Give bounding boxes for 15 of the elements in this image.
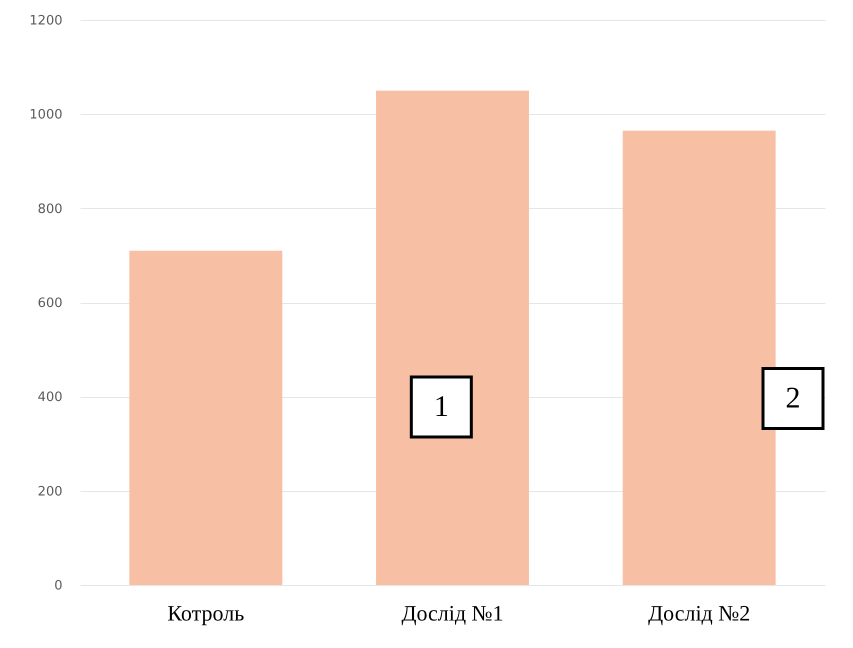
y-tick-label: 1200: [29, 14, 62, 28]
x-tick-label: Дослід №2: [648, 600, 750, 626]
annotation: 2: [786, 382, 800, 415]
y-tick-label: 800: [38, 202, 62, 217]
y-tick-label: 1000: [29, 108, 62, 123]
y-tick-label: 600: [38, 296, 62, 311]
bar: [129, 250, 282, 585]
x-tick-label: Дослід №1: [401, 600, 504, 626]
annotation: 1: [434, 390, 449, 424]
x-tick-label: Котроль: [167, 600, 244, 626]
bar: [622, 130, 776, 585]
y-tick-label: 0: [54, 578, 62, 594]
bar: [376, 90, 529, 585]
y-tick-label: 400: [38, 390, 62, 406]
y-tick-label: 200: [38, 484, 62, 500]
